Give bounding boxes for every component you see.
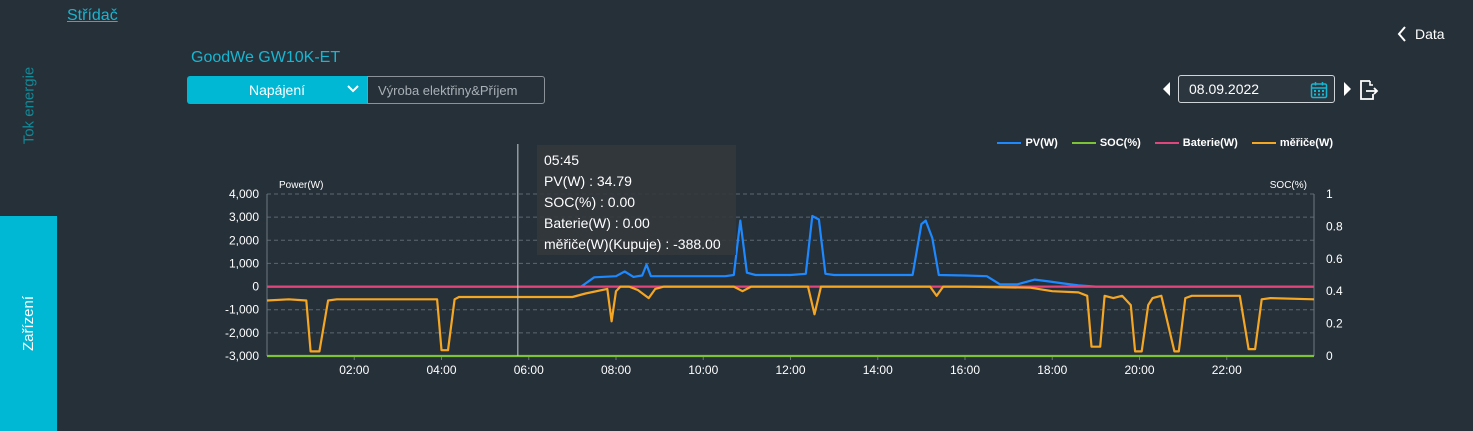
tooltip-line-soc: SOC(%) : 0.00 bbox=[544, 194, 636, 210]
calendar-icon[interactable] bbox=[1310, 81, 1328, 99]
chart-tooltip: 05:45 PV(W) : 34.79 SOC(%) : 0.00 Bateri… bbox=[537, 145, 736, 255]
legend-label-soc: SOC(%) bbox=[1099, 137, 1141, 149]
right-axis-label: SOC(%) bbox=[1270, 180, 1307, 191]
power-type-value: Napájení bbox=[248, 82, 306, 98]
right-tick-label: 1 bbox=[1326, 187, 1333, 201]
series-pv-line bbox=[267, 214, 1314, 288]
legend-swatch-meter bbox=[1251, 142, 1276, 144]
legend-item-pv[interactable]: PV(W) bbox=[997, 137, 1058, 149]
date-picker[interactable]: 08.09.2022 bbox=[1178, 75, 1335, 103]
left-tick-label: 3,000 bbox=[229, 210, 259, 224]
x-tick-label: 06:00 bbox=[514, 363, 544, 377]
x-tick-label: 08:00 bbox=[601, 363, 631, 377]
subtype-select[interactable]: Výroba elektřiny&Příjem bbox=[367, 76, 545, 104]
power-type-select[interactable]: Napájení bbox=[187, 76, 367, 104]
tooltip-line-pv: PV(W) : 34.79 bbox=[544, 173, 632, 189]
x-tick-label: 04:00 bbox=[426, 363, 456, 377]
x-tick-label: 18:00 bbox=[1037, 363, 1067, 377]
legend-label-pv: PV(W) bbox=[1025, 137, 1058, 149]
x-tick-label: 14:00 bbox=[863, 363, 893, 377]
x-tick-label: 02:00 bbox=[339, 363, 369, 377]
left-tick-label: 4,000 bbox=[229, 187, 259, 201]
legend-swatch-pv bbox=[997, 142, 1022, 144]
device-title: GoodWe GW10K-ET bbox=[191, 49, 341, 66]
prev-day-button[interactable] bbox=[1163, 82, 1171, 96]
x-tick-label: 16:00 bbox=[950, 363, 980, 377]
tab-device[interactable]: Zařízení bbox=[0, 216, 57, 431]
legend-item-meter[interactable]: měřiče(W) bbox=[1251, 137, 1333, 149]
tooltip-line-battery: Baterie(W) : 0.00 bbox=[544, 215, 650, 231]
legend-swatch-battery bbox=[1154, 142, 1179, 144]
back-label: Data bbox=[1415, 26, 1445, 42]
right-tick-label: 0 bbox=[1326, 349, 1333, 363]
left-tick-label: -3,000 bbox=[225, 349, 259, 363]
right-tick-label: 0.6 bbox=[1326, 252, 1343, 266]
tooltip-line-meter: měřiče(W)(Kupuje) : -388.00 bbox=[544, 236, 721, 252]
legend-item-soc[interactable]: SOC(%) bbox=[1071, 137, 1141, 149]
x-tick-label: 10:00 bbox=[688, 363, 718, 377]
next-day-button[interactable] bbox=[1343, 82, 1351, 96]
chart-legend: PV(W) SOC(%) Baterie(W) měřiče(W) bbox=[997, 137, 1333, 149]
breadcrumb-inverter[interactable]: Střídač bbox=[67, 7, 118, 24]
left-tick-label: -2,000 bbox=[225, 326, 259, 340]
legend-label-meter: měřiče(W) bbox=[1279, 137, 1333, 149]
left-tick-label: -1,000 bbox=[225, 303, 259, 317]
subtype-value: Výroba elektřiny&Příjem bbox=[378, 82, 518, 98]
side-nav: Tok energie Zařízení bbox=[0, 0, 57, 431]
right-tick-label: 0.2 bbox=[1326, 317, 1343, 331]
date-value: 08.09.2022 bbox=[1189, 81, 1260, 97]
back-to-data-button[interactable]: Data bbox=[1397, 26, 1445, 42]
chevron-left-icon bbox=[1397, 26, 1406, 42]
legend-swatch-soc bbox=[1071, 142, 1096, 144]
left-tick-label: 2,000 bbox=[229, 233, 259, 247]
tooltip-time: 05:45 bbox=[544, 152, 580, 168]
chevron-down-icon bbox=[347, 85, 359, 93]
legend-label-battery: Baterie(W) bbox=[1182, 137, 1238, 149]
series-meter-line bbox=[266, 285, 1315, 353]
x-tick-label: 12:00 bbox=[775, 363, 805, 377]
x-tick-label: 20:00 bbox=[1124, 363, 1154, 377]
left-axis-label: Power(W) bbox=[279, 180, 323, 191]
legend-item-battery[interactable]: Baterie(W) bbox=[1154, 137, 1238, 149]
left-tick-label: 1,000 bbox=[229, 256, 259, 270]
right-tick-label: 0.8 bbox=[1326, 219, 1343, 233]
left-tick-label: 0 bbox=[252, 280, 259, 294]
right-tick-label: 0.4 bbox=[1326, 284, 1343, 298]
export-icon[interactable] bbox=[1357, 79, 1379, 101]
x-tick-label: 22:00 bbox=[1212, 363, 1242, 377]
